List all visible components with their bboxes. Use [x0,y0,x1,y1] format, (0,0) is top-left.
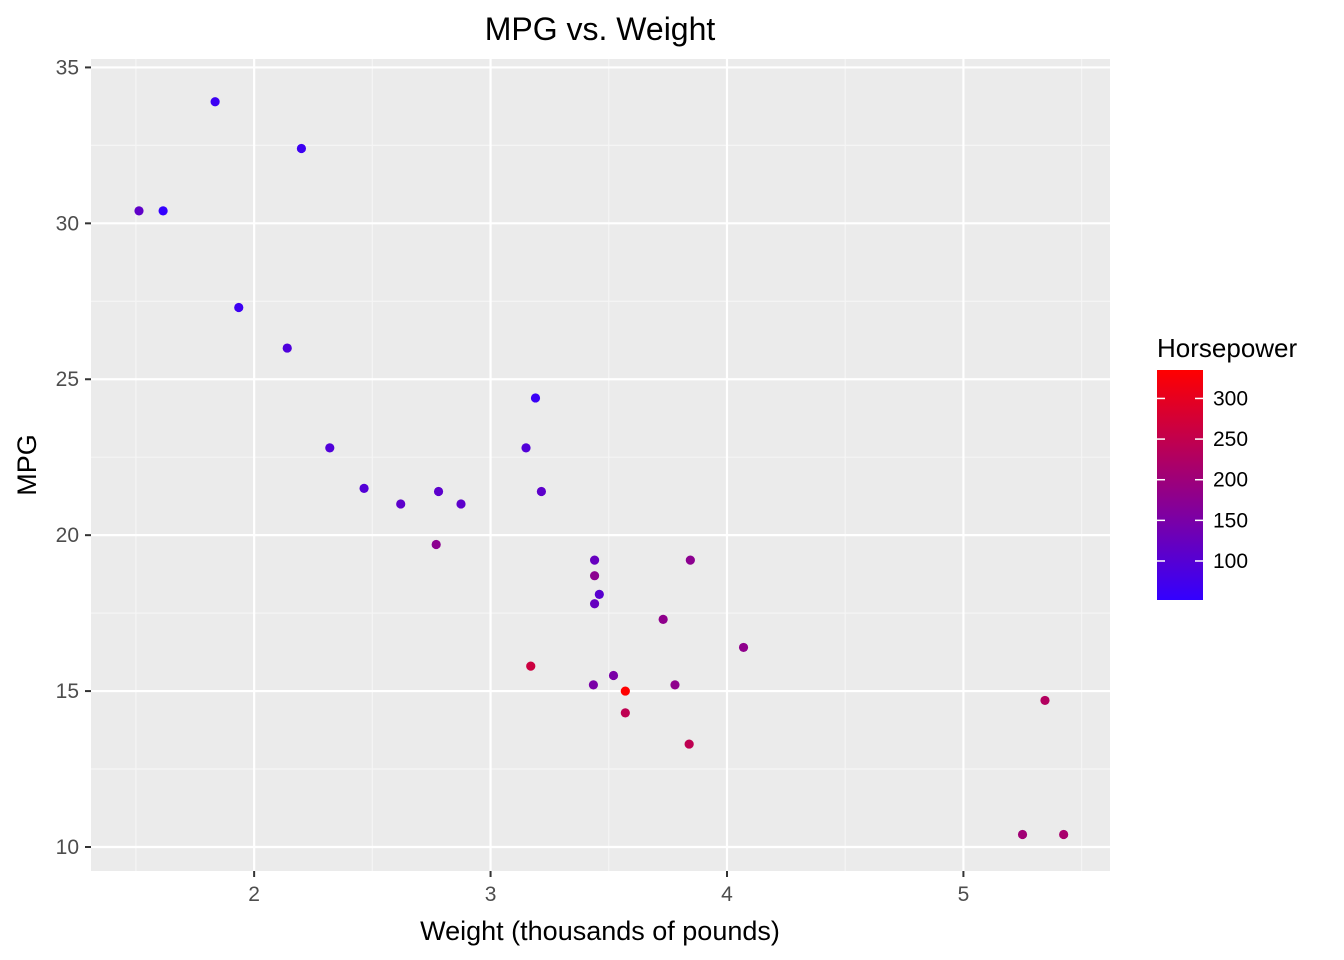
data-point [396,499,406,509]
data-point [234,302,244,313]
minor-gridlines [91,59,1110,871]
y-tick-label: 30 [56,212,79,235]
data-point [536,486,546,497]
data-point [158,206,168,216]
y-axis-ticks: 10 15 20 25 30 35 [56,56,91,859]
y-tick-label: 10 [56,836,79,859]
data-point [589,555,600,565]
x-tick-label: 2 [248,883,260,906]
data-point [296,143,307,154]
x-tick-label: 3 [485,883,497,906]
data-point [210,97,220,107]
data-point [658,614,668,624]
x-axis-title: Weight (thousands of pounds) [420,916,780,946]
data-point [530,393,541,403]
data-point [1040,695,1050,706]
data-point [1059,829,1069,840]
data-point [359,483,369,493]
legend-tick-label: 250 [1213,428,1248,451]
legend-tick-label: 300 [1213,387,1248,410]
chart-title: MPG vs. Weight [485,11,716,47]
data-points [134,97,1069,840]
legend-title: Horsepower [1157,333,1298,363]
y-tick-label: 25 [56,368,79,391]
legend: Horsepower 100 150 200 250 300 [1157,333,1298,600]
data-point [685,555,695,565]
legend-tick-label: 150 [1213,509,1248,532]
legend-tick-label: 200 [1213,469,1248,492]
data-point [684,739,694,749]
y-tick-label: 35 [56,56,79,79]
data-point [526,661,536,671]
x-axis-ticks: 2 3 4 5 [248,871,969,906]
data-point [325,443,335,453]
data-point [134,206,144,216]
data-point [608,670,619,681]
legend-tick-label: 100 [1213,550,1248,573]
y-tick-label: 20 [56,524,79,547]
data-point [433,486,444,497]
data-point [431,539,441,550]
legend-colorbar [1157,370,1203,600]
data-point [620,708,630,718]
major-gridlines [91,59,1110,871]
data-point [1017,829,1028,840]
data-point [589,599,600,609]
y-tick-label: 15 [56,680,79,703]
data-point [589,571,600,581]
y-axis-title: MPG [12,434,42,496]
data-point [282,343,292,353]
plot-panel [91,59,1110,871]
x-tick-label: 5 [958,883,970,906]
legend-ticks: 100 150 200 250 300 [1157,387,1248,573]
data-point [670,680,680,690]
x-tick-label: 4 [721,883,733,906]
data-point [588,680,599,690]
data-point [456,499,466,509]
data-point [594,589,604,600]
data-point [738,642,749,653]
data-point [521,443,531,453]
data-point [620,686,630,696]
